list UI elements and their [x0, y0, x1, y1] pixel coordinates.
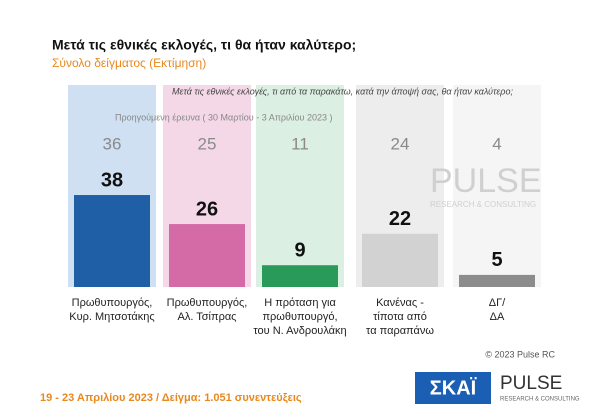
value-label: 5 — [491, 249, 502, 271]
pulse-logo: PULSE — [500, 373, 562, 394]
category-label: Κυρ. Μητσοτάκης — [69, 311, 154, 323]
category-label: του Ν. Ανδρουλάκη — [253, 325, 346, 337]
previous-value: 36 — [103, 134, 122, 153]
bar — [74, 195, 150, 287]
category-label: Αλ. Τσίπρας — [177, 311, 236, 323]
skai-logo: ΣΚΑΪ — [430, 376, 477, 399]
category-label: τα παραπάνω — [366, 325, 434, 337]
previous-value: 25 — [198, 134, 217, 153]
category-label: πρωθυπουργό, — [262, 311, 337, 323]
category-label: Κανένας - — [376, 297, 424, 309]
watermark-sub: RESEARCH & CONSULTING — [430, 200, 536, 209]
panel — [453, 85, 541, 287]
previous-value: 11 — [291, 134, 309, 153]
bar — [169, 224, 245, 287]
category-label: Πρωθυπουργός, — [167, 297, 248, 309]
value-label: 9 — [294, 240, 305, 262]
bar — [262, 265, 338, 287]
category-label: Η πρόταση για — [264, 297, 336, 309]
pulse-logo-sub: RESEARCH & CONSULTING — [500, 397, 580, 403]
category-label: Πρωθυπουργός, — [72, 297, 153, 309]
category-label: τίποτα από — [373, 311, 427, 323]
value-label: 26 — [196, 198, 218, 220]
value-label: 22 — [389, 208, 411, 230]
chart-subtitle: Σύνολο δείγματος (Εκτίμηση) — [52, 56, 206, 70]
watermark: PULSE — [430, 162, 542, 200]
category-label: ΔΑ — [490, 311, 505, 323]
skai-logo-box — [415, 372, 491, 404]
previous-value: 4 — [492, 134, 501, 153]
bar — [459, 274, 535, 287]
previous-value: 24 — [391, 134, 410, 153]
bar — [362, 233, 438, 287]
chart-title: Μετά τις εθνικές εκλογές, τι θα ήταν καλ… — [52, 37, 356, 53]
value-label: 38 — [101, 169, 123, 191]
copyright: © 2023 Pulse RC — [485, 349, 555, 359]
panel — [256, 85, 344, 287]
footer: 19 - 23 Απριλίου 2023 / Δείγμα: 1.051 συ… — [40, 392, 302, 404]
category-label: ΔΓ/ — [489, 297, 506, 309]
previous-label: Προηγούμενη έρευνα ( 30 Μαρτίου - 3 Απρι… — [115, 112, 333, 122]
question: Μετά τις εθνικές εκλογές, τι από τα παρα… — [172, 86, 513, 96]
